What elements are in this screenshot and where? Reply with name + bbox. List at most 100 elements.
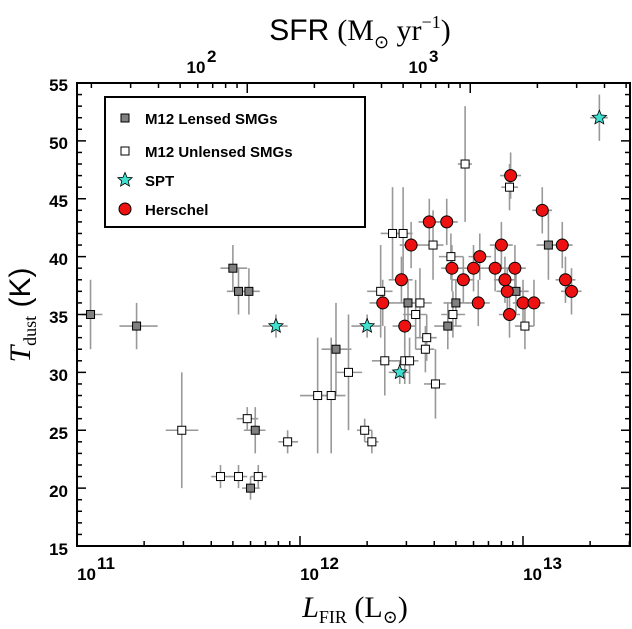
spt-marker <box>267 317 285 333</box>
unlensed-smg-marker <box>253 472 263 482</box>
lensed-smg-marker <box>246 483 256 493</box>
legend-marker-spt <box>116 171 134 187</box>
unlensed-smg-marker <box>376 286 386 296</box>
herschel-marker <box>398 319 412 333</box>
unlensed-smg-marker <box>234 472 244 482</box>
unlensed-smg-marker <box>422 333 432 343</box>
legend: M12 Lensed SMGs M12 Unlensed SMGs SPT He… <box>104 96 366 228</box>
data-markers <box>86 109 608 493</box>
herschel-marker <box>558 273 572 287</box>
x-tick-label-1e11: 10 <box>77 565 96 584</box>
y-tick-label-25: 25 <box>49 424 68 443</box>
unlensed-smg-marker <box>388 228 398 238</box>
herschel-marker <box>535 203 549 217</box>
herschel-marker <box>500 284 514 298</box>
x-tick-label-1e13: 10 <box>523 565 542 584</box>
unlensed-smg-marker <box>380 356 390 366</box>
herschel-marker <box>555 238 569 252</box>
herschel-marker <box>456 273 470 287</box>
legend-marker-herschel <box>118 202 132 216</box>
legend-marker-lensed <box>120 113 130 123</box>
unlensed-smg-marker <box>520 321 530 331</box>
lensed-smg-marker <box>443 321 453 331</box>
x-tick-exp-1e12: 12 <box>320 554 339 573</box>
legend-box <box>104 96 366 228</box>
lensed-smg-marker <box>132 321 142 331</box>
unlensed-smg-marker <box>367 437 377 447</box>
unlensed-smg-marker <box>242 414 252 424</box>
lensed-smg-marker <box>331 344 341 354</box>
unlensed-smg-marker <box>505 182 515 192</box>
unlensed-smg-marker <box>428 240 438 250</box>
herschel-marker <box>471 296 485 310</box>
unlensed-smg-marker <box>411 310 421 319</box>
unlensed-smg-marker <box>430 379 440 389</box>
unlensed-smg-marker <box>446 252 456 262</box>
unlensed-smg-marker <box>326 391 336 401</box>
herschel-marker <box>467 261 481 275</box>
herschel-marker <box>488 261 502 275</box>
x-tick-exp-1e11: 11 <box>97 554 115 573</box>
top-tick-exp-1e3: 3 <box>429 47 438 66</box>
unlensed-smg-marker <box>177 425 187 435</box>
x-tick-label-1e12: 10 <box>300 565 319 584</box>
spt-marker <box>391 363 408 380</box>
top-tick-label-1e2: 10 <box>187 58 206 77</box>
legend-label-unlensed: M12 Unlensed SMGs <box>145 144 293 161</box>
y-tick-label-20: 20 <box>49 482 68 501</box>
unlensed-smg-marker <box>415 298 425 308</box>
lensed-smg-marker <box>543 240 553 250</box>
legend-marker-unlensed <box>120 146 130 156</box>
axis-ticks <box>76 82 631 547</box>
herschel-marker <box>508 261 522 275</box>
unlensed-smg-marker <box>405 356 415 366</box>
top-tick-label-1e3: 10 <box>409 58 428 77</box>
lensed-smg-marker <box>244 286 254 296</box>
legend-label-spt: SPT <box>145 173 174 190</box>
top-tick-labels: 10 2 10 3 <box>187 47 439 77</box>
lensed-smg-marker <box>250 425 260 435</box>
herschel-marker <box>516 296 530 310</box>
y-tick-label-15: 15 <box>49 540 68 559</box>
herschel-marker <box>494 238 508 252</box>
x-axis-title: LFIR (L⊙) <box>301 591 408 627</box>
unlensed-smg-marker <box>460 159 470 169</box>
unlensed-smg-marker <box>420 344 430 354</box>
top-axis-title: SFR (M⊙ yr−1) <box>269 12 450 52</box>
spt-marker <box>359 317 376 333</box>
y-tick-label-45: 45 <box>49 192 68 211</box>
y-tick-label-55: 55 <box>49 76 68 95</box>
unlensed-smg-marker <box>215 472 225 482</box>
herschel-marker <box>376 296 390 310</box>
lensed-smg-marker <box>86 310 96 319</box>
unlensed-smg-marker <box>448 310 458 319</box>
unlensed-smg-marker <box>398 228 408 238</box>
herschel-marker <box>440 215 454 229</box>
legend-label-herschel: Herschel <box>145 202 208 219</box>
herschel-marker <box>503 308 517 321</box>
y-tick-label-40: 40 <box>49 250 68 269</box>
lensed-smg-marker <box>228 263 238 273</box>
unlensed-smg-marker <box>360 425 370 435</box>
x-tick-labels: 10 11 10 12 10 13 <box>77 554 562 584</box>
spt-marker <box>591 109 608 125</box>
y-tick-label-30: 30 <box>49 366 68 385</box>
lensed-smg-marker <box>403 298 413 308</box>
herschel-marker <box>498 273 512 287</box>
herschel-marker <box>564 284 578 298</box>
herschel-marker <box>404 238 418 252</box>
y-tick-label-35: 35 <box>49 308 68 327</box>
unlensed-smg-marker <box>313 391 323 401</box>
herschel-marker <box>445 261 459 275</box>
y-tick-label-50: 50 <box>49 134 68 153</box>
herschel-marker <box>527 296 541 310</box>
herschel-marker <box>473 250 487 264</box>
lensed-smg-marker <box>451 298 461 308</box>
herschel-marker <box>394 273 408 287</box>
top-tick-exp-1e2: 2 <box>207 47 216 66</box>
y-axis-title: Tdust (K) <box>4 267 40 362</box>
legend-label-lensed: M12 Lensed SMGs <box>145 111 278 128</box>
herschel-marker <box>504 169 518 183</box>
x-tick-exp-1e13: 13 <box>543 554 562 573</box>
